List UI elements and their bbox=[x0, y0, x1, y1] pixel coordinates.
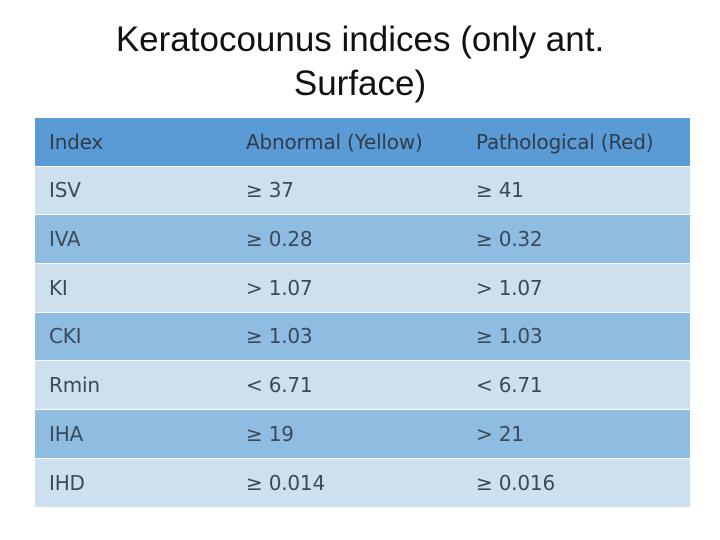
cell-pathological: ≥ 1.03 bbox=[462, 311, 690, 361]
title-line-1: Keratocounus indices (only ant. bbox=[115, 20, 605, 59]
cell-pathological: > 1.07 bbox=[462, 262, 690, 313]
indices-table: Index Abnormal (Yellow) Pathological (Re… bbox=[35, 118, 690, 507]
cell-index: CKI bbox=[35, 311, 232, 361]
cell-index: IHD bbox=[35, 457, 232, 507]
cell-abnormal: ≥ 19 bbox=[232, 408, 462, 459]
cell-pathological: ≥ 41 bbox=[462, 165, 690, 215]
cell-index: ISV bbox=[35, 165, 232, 215]
table-row: Rmin < 6.71 < 6.71 bbox=[35, 360, 690, 410]
cell-index: IHA bbox=[35, 408, 232, 459]
cell-abnormal: ≥ 0.28 bbox=[232, 214, 462, 264]
cell-index: Rmin bbox=[35, 360, 232, 410]
table-row: CKI ≥ 1.03 ≥ 1.03 bbox=[35, 311, 690, 361]
cell-pathological: > 21 bbox=[462, 408, 690, 459]
header-index: Index bbox=[49, 129, 104, 154]
cell-abnormal: > 1.07 bbox=[232, 262, 462, 313]
table-row: IVA ≥ 0.28 ≥ 0.32 bbox=[35, 214, 690, 264]
cell-abnormal: ≥ 1.03 bbox=[232, 311, 462, 361]
title-line-2: Surface) bbox=[293, 64, 427, 103]
cell-abnormal: ≥ 0.014 bbox=[232, 457, 462, 507]
cell-index: IVA bbox=[35, 214, 232, 264]
header-pathological: Pathological (Red) bbox=[476, 129, 654, 154]
cell-pathological: ≥ 0.016 bbox=[462, 457, 690, 507]
cell-index: KI bbox=[35, 262, 232, 313]
table-header-row: Index Abnormal (Yellow) Pathological (Re… bbox=[35, 118, 690, 166]
table-row: ISV ≥ 37 ≥ 41 bbox=[35, 165, 690, 215]
table-row: KI > 1.07 > 1.07 bbox=[35, 262, 690, 313]
cell-abnormal: < 6.71 bbox=[232, 360, 462, 410]
cell-pathological: < 6.71 bbox=[462, 360, 690, 410]
indices-table-container: Index Abnormal (Yellow) Pathological (Re… bbox=[35, 118, 690, 509]
cell-abnormal: ≥ 37 bbox=[232, 165, 462, 215]
table-row: IHD ≥ 0.014 ≥ 0.016 bbox=[35, 457, 690, 507]
slide-title: Keratocounus indices (only ant. Surface) bbox=[60, 18, 660, 106]
table-row: IHA ≥ 19 > 21 bbox=[35, 408, 690, 459]
header-abnormal: Abnormal (Yellow) bbox=[246, 129, 423, 154]
cell-pathological: ≥ 0.32 bbox=[462, 214, 690, 264]
